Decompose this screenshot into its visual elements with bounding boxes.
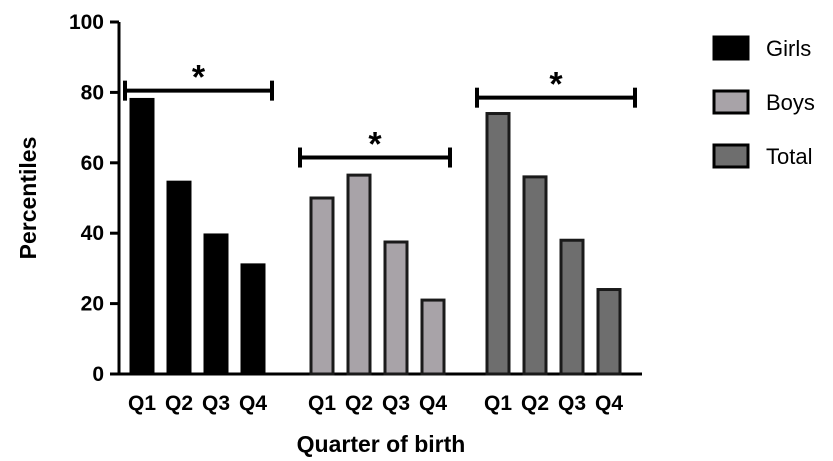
legend-swatch-boys [712, 89, 750, 115]
bar-girls-q1 [129, 97, 155, 376]
bar-total-q2 [522, 175, 548, 376]
legend-label-boys: Boys [766, 90, 815, 115]
bar-boys-q3 [383, 240, 409, 376]
x-tick-label: Q2 [521, 392, 549, 415]
bar-girls-q4 [240, 263, 266, 376]
x-tick-label: Q1 [128, 392, 156, 415]
x-tick-label: Q1 [308, 392, 336, 415]
significance-star: * [549, 66, 563, 104]
significance-star: * [192, 59, 206, 97]
x-tick-label: Q3 [382, 392, 410, 415]
x-tick-label: Q3 [558, 392, 586, 415]
x-tick-label: Q4 [419, 392, 447, 415]
y-tick-label: 80 [81, 81, 104, 104]
y-tick-label: 60 [81, 152, 104, 175]
bar-total-q1 [485, 112, 511, 376]
bar-boys-q4 [420, 298, 446, 376]
x-axis-title: Quarter of birth [297, 431, 466, 457]
significance-brackets: * * * [123, 59, 637, 168]
bar-total-q4 [596, 288, 622, 376]
x-tick-label: Q4 [595, 392, 623, 415]
significance-star: * [368, 126, 382, 164]
y-tick-label: 0 [92, 363, 104, 386]
bars-group [129, 97, 622, 376]
y-tick-label: 40 [81, 222, 104, 245]
x-tick-label: Q4 [239, 392, 267, 415]
legend: Girls Boys Total [712, 35, 815, 169]
x-tick-label: Q3 [202, 392, 230, 415]
bar-boys-q2 [346, 173, 372, 376]
legend-swatch-girls [712, 35, 750, 61]
x-tick-label: Q2 [345, 392, 373, 415]
legend-label-girls: Girls [766, 36, 811, 61]
bar-total-q3 [559, 238, 585, 376]
legend-label-total: Total [766, 144, 812, 169]
x-tick-labels: Q1 Q2 Q3 Q4 Q1 Q2 Q3 Q4 Q1 Q2 Q3 Q4 [128, 392, 623, 415]
legend-swatch-total [712, 143, 750, 169]
y-axis-title: Percentiles [15, 137, 41, 260]
bar-boys-q1 [309, 196, 335, 376]
bar-girls-q2 [166, 180, 192, 376]
x-tick-label: Q1 [484, 392, 512, 415]
y-axis-ticks: 0 20 40 60 80 100 [69, 11, 119, 386]
x-tick-label: Q2 [165, 392, 193, 415]
y-tick-label: 20 [81, 293, 104, 316]
bar-girls-q3 [203, 233, 229, 376]
y-tick-label: 100 [69, 11, 104, 34]
